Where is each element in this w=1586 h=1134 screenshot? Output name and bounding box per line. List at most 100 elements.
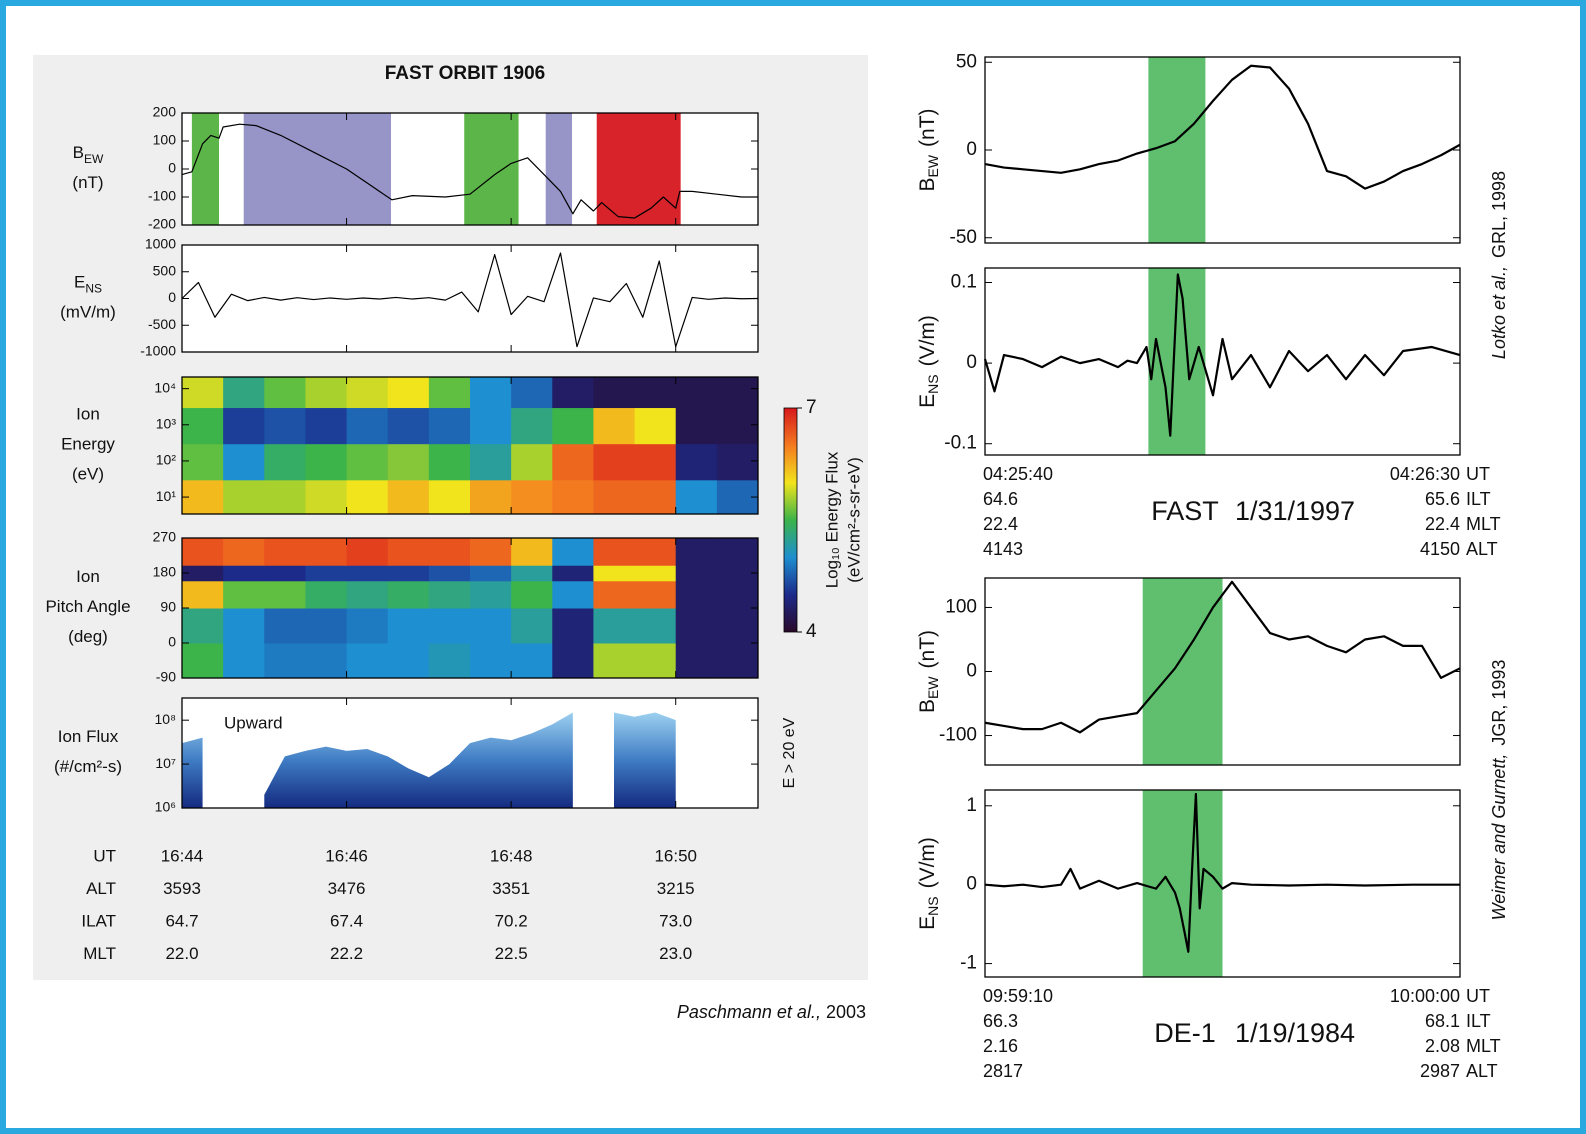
heatmap-cell <box>346 377 389 409</box>
ephemeris-value: 70.2 <box>495 911 528 930</box>
heatmap-cell <box>223 565 265 582</box>
heatmap-cell <box>634 479 677 515</box>
date: 1/19/1984 <box>1235 1018 1355 1048</box>
y-tick-label: 50 <box>956 51 977 72</box>
y-tick-label: 10¹ <box>156 488 177 504</box>
highlight-span <box>1142 790 1223 977</box>
ephemeris-value: 2.08 <box>1425 1036 1460 1056</box>
heatmap-cell <box>264 443 306 481</box>
y-tick-label: 0 <box>168 289 176 305</box>
ephemeris-label: MLT <box>1466 1036 1501 1056</box>
data-line <box>984 64 1461 190</box>
y-axis-label-subscript: NS <box>85 282 102 296</box>
ephemeris-value: 4143 <box>983 539 1023 559</box>
y-tick-label: -1000 <box>140 343 176 359</box>
y-axis-label-unit: (nT) <box>916 108 939 147</box>
ephemeris-value: 2817 <box>983 1061 1023 1081</box>
heatmap-cell <box>428 643 471 679</box>
heatmap-cell <box>511 377 553 409</box>
heatmap-cell <box>716 538 759 566</box>
heatmap-cell <box>264 565 306 582</box>
annotation: Upward <box>224 713 283 732</box>
highlight-span <box>1148 57 1206 243</box>
plot-area <box>985 57 1460 243</box>
heatmap-cell <box>675 608 718 644</box>
chart-title: FAST ORBIT 1906 <box>385 63 546 84</box>
y-tick-label: 500 <box>153 262 177 278</box>
ephemeris-label: ILAT <box>81 911 116 930</box>
heatmap-cell <box>346 643 389 679</box>
heatmap-cell <box>511 538 553 566</box>
heatmap-cell <box>387 608 430 644</box>
y-axis-label: BEW (nT) <box>916 108 941 191</box>
heatmap-cell <box>182 443 224 481</box>
heatmap-cell <box>387 377 430 409</box>
heatmap-cell <box>387 643 430 679</box>
y-tick-label: -100 <box>939 725 977 746</box>
heatmap-cell <box>387 479 430 515</box>
heatmap-cell <box>552 443 594 481</box>
heatmap-cell <box>470 377 512 409</box>
ephemeris-label: ILT <box>1466 1011 1491 1031</box>
heatmap-cell <box>511 643 553 679</box>
heatmap-cell <box>511 580 553 609</box>
heatmap-cell <box>716 377 759 409</box>
heatmap-cell <box>346 608 389 644</box>
y-tick-label: 0 <box>966 139 977 160</box>
heatmap-cell <box>470 407 512 445</box>
y-axis-label-line: Ion <box>76 567 100 586</box>
y-axis-label: Ion Flux <box>58 727 119 746</box>
colorbar-tick-label: 7 <box>806 397 817 418</box>
heatmap-cell <box>428 377 471 409</box>
heatmap-cell <box>593 443 636 481</box>
heatmap-cell <box>428 580 471 609</box>
heatmap-cell <box>593 377 636 409</box>
y-tick-label: 270 <box>153 529 177 545</box>
x-tick-label: 04:25:40 <box>983 464 1053 484</box>
y-tick-label: 200 <box>153 104 177 120</box>
colorbar-tick-label: 4 <box>806 621 817 642</box>
ephemeris-value: 3593 <box>163 879 201 898</box>
heatmap-cell <box>552 565 594 582</box>
data-line <box>983 273 1461 437</box>
plot-frame <box>181 537 759 679</box>
ephemeris-label: ALT <box>1466 539 1498 559</box>
plot-frame <box>181 112 759 226</box>
y-tick-label: 1 <box>966 795 977 816</box>
heatmap-cell <box>552 608 594 644</box>
heatmap-cell <box>305 479 348 515</box>
y-axis-label-subscript: EW <box>84 152 104 166</box>
heatmap-cell <box>593 479 636 515</box>
heatmap-cell <box>634 377 677 409</box>
y-axis-label-symbol: E <box>916 916 939 930</box>
highlight-span <box>191 113 220 225</box>
heatmap-cell <box>593 565 636 582</box>
ephemeris-value: 68.1 <box>1425 1011 1460 1031</box>
citation: Weimer and Gurnett, JGR, 1993 <box>1489 660 1509 921</box>
heatmap-cell <box>675 565 718 582</box>
heatmap-cell <box>182 407 224 445</box>
citation-year: 2003 <box>826 1002 866 1022</box>
heatmap-cell <box>470 565 512 582</box>
heatmap-cell <box>634 580 677 609</box>
y-axis-label-line: Ion <box>76 405 100 424</box>
ephemeris-value: 64.6 <box>983 489 1018 509</box>
heatmap-cell <box>634 565 677 582</box>
y-tick-label: 10⁴ <box>154 379 176 395</box>
citation-journal: GRL, 1998 <box>1489 171 1509 258</box>
heatmap-cell <box>428 479 471 515</box>
citation: Paschmann et al., 2003 <box>677 1002 866 1022</box>
heatmap-cell <box>511 407 553 445</box>
y-axis-label-unit: (V/m) <box>916 837 939 888</box>
heatmap-cell <box>470 580 512 609</box>
ephemeris-value: 2987 <box>1420 1061 1460 1081</box>
heatmap-cell <box>305 538 348 566</box>
ephemeris-value: 3351 <box>492 879 530 898</box>
heatmap-cell <box>305 407 348 445</box>
ephemeris-value: 22.2 <box>330 944 363 963</box>
plot-frame <box>984 267 1461 456</box>
heatmap-cell <box>387 538 430 566</box>
y-axis-label-line: B <box>73 143 84 162</box>
heatmap-cell <box>552 407 594 445</box>
